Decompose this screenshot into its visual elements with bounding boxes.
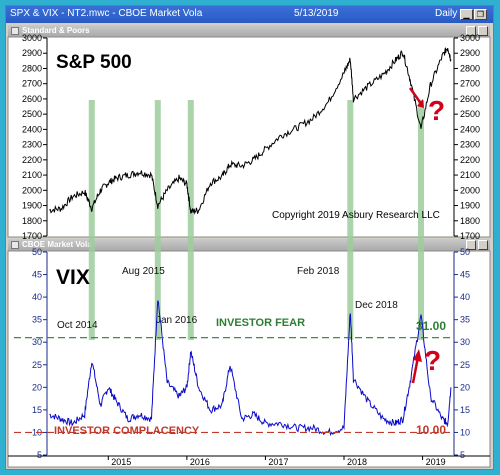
spx-y-tick-label-right: 2300	[460, 140, 480, 150]
vix-title: VIX	[56, 266, 90, 289]
window-title: SPX & VIX - NT2.mwc - CBOE Market Vola	[10, 8, 203, 19]
vix-y-tick-label-right: 50	[460, 247, 470, 257]
up-arrow-icon	[411, 356, 420, 384]
vix-y-tick-label: 5	[37, 450, 42, 460]
vix-y-tick-label: 25	[32, 360, 42, 370]
vix-y-tick-label-right: 15	[460, 405, 470, 415]
top-panel-title: Standard & Poors	[22, 26, 90, 35]
spx-y-tick-label-right: 1800	[460, 216, 480, 226]
fear-value-label: 31.00	[416, 319, 446, 333]
spx-y-tick-label: 2300	[22, 140, 42, 150]
event-highlight-bar	[88, 100, 95, 340]
spx-question-mark: ?	[428, 95, 445, 126]
x-tick-label: 2019	[426, 457, 446, 467]
vix-y-tick-label-right: 5	[460, 450, 465, 460]
window-period: Daily	[435, 8, 458, 19]
event-highlight-bar	[187, 100, 194, 340]
panel-maximize-icon[interactable]	[478, 240, 488, 250]
x-tick-label: 2018	[347, 457, 367, 467]
spx-y-tick-label: 1800	[22, 216, 42, 226]
spx-y-tick-label: 2100	[22, 170, 42, 180]
bottom-panel-title: CBOE Market Vola	[22, 240, 92, 249]
restore-icon[interactable]: ❐	[474, 9, 487, 20]
event-highlight-bar	[347, 100, 354, 340]
spx-title: S&P 500	[56, 52, 132, 73]
vix-line	[49, 300, 452, 437]
down-arrow-icon	[408, 87, 424, 106]
spx-y-tick-label-right: 1700	[460, 231, 480, 241]
complacency-value-label: 10.00	[416, 423, 446, 437]
vix-y-tick-label-right: 35	[460, 315, 470, 325]
vix-y-tick-label-right: 25	[460, 360, 470, 370]
spx-y-tick-label-right: 2500	[460, 109, 480, 119]
annotation-oct-2014: Oct 2014	[57, 320, 98, 331]
vix-plot-area	[7, 250, 491, 468]
vix-y-tick-label-right: 30	[460, 337, 470, 347]
top-panel-titlebar[interactable]: Standard & Poors	[8, 25, 490, 37]
spx-y-tick-label-right: 2400	[460, 124, 480, 134]
spx-y-tick-label: 2700	[22, 79, 42, 89]
minimize-icon[interactable]: ▁	[460, 9, 473, 20]
down-arrow-head-icon	[417, 99, 424, 108]
spx-y-tick-label: 1700	[22, 231, 42, 241]
copyright-note: Copyright 2019 Asbury Research LLC	[272, 210, 440, 221]
spx-y-tick-label: 2500	[22, 109, 42, 119]
vix-y-tick-label-right: 10	[460, 427, 470, 437]
panel-maximize-icon[interactable]	[478, 26, 488, 36]
vix-y-tick-label-right: 45	[460, 270, 470, 280]
panel-minimize-icon[interactable]	[466, 26, 476, 36]
panel-menu-icon[interactable]	[11, 27, 19, 35]
up-arrow-head-icon	[413, 349, 422, 362]
fear-label: INVESTOR FEAR	[216, 317, 305, 329]
vix-y-tick-label: 45	[32, 270, 42, 280]
spx-y-tick-label-right: 2200	[460, 155, 480, 165]
spx-y-tick-label-right: 3000	[460, 33, 480, 43]
spx-price-line	[49, 47, 452, 215]
vix-question-mark: ?	[424, 345, 441, 376]
annotation-feb-2018: Feb 2018	[297, 266, 340, 277]
vix-y-tick-label: 50	[32, 247, 42, 257]
complacency-label: INVESTOR COMPLACENCY	[54, 425, 200, 437]
window-titlebar[interactable]: SPX & VIX - NT2.mwc - CBOE Market Vola 5…	[6, 6, 493, 23]
panel-menu-icon[interactable]	[11, 241, 19, 249]
spx-y-tick-label: 2900	[22, 48, 42, 58]
spx-y-tick-label: 3000	[22, 33, 42, 43]
bottom-panel-titlebar[interactable]: CBOE Market Vola	[8, 239, 490, 251]
vix-y-tick-label-right: 40	[460, 292, 470, 302]
window-date: 5/13/2019	[294, 8, 339, 19]
spx-y-tick-label: 1900	[22, 201, 42, 211]
x-tick-label: 2016	[190, 457, 210, 467]
x-tick-label: 2015	[111, 457, 131, 467]
spx-y-tick-label: 2200	[22, 155, 42, 165]
spx-y-tick-label-right: 2800	[460, 63, 480, 73]
annotation-dec-2018: Dec 2018	[355, 300, 398, 311]
panel-minimize-icon[interactable]	[466, 240, 476, 250]
x-tick-label: 2017	[268, 457, 288, 467]
spx-y-tick-label-right: 2100	[460, 170, 480, 180]
spx-y-tick-label: 2000	[22, 185, 42, 195]
annotation-jan-2016: Jan 2016	[156, 315, 198, 326]
vix-y-tick-label: 15	[32, 405, 42, 415]
vix-y-tick-label: 20	[32, 382, 42, 392]
vix-y-tick-label: 30	[32, 337, 42, 347]
spx-y-tick-label-right: 2000	[460, 185, 480, 195]
event-highlight-bar	[418, 100, 424, 340]
spx-y-tick-label-right: 1900	[460, 201, 480, 211]
vix-y-tick-label: 35	[32, 315, 42, 325]
spx-y-tick-label: 2800	[22, 63, 42, 73]
spx-y-tick-label-right: 2600	[460, 94, 480, 104]
vix-y-tick-label: 40	[32, 292, 42, 302]
annotation-aug-2015: Aug 2015	[122, 266, 165, 277]
event-highlight-bar	[154, 100, 161, 340]
spx-y-tick-label-right: 2700	[460, 79, 480, 89]
spx-y-tick-label: 2600	[22, 94, 42, 104]
spx-plot-area	[7, 36, 491, 238]
vix-y-tick-label-right: 20	[460, 382, 470, 392]
spx-y-tick-label: 2400	[22, 124, 42, 134]
spx-y-tick-label-right: 2900	[460, 48, 480, 58]
